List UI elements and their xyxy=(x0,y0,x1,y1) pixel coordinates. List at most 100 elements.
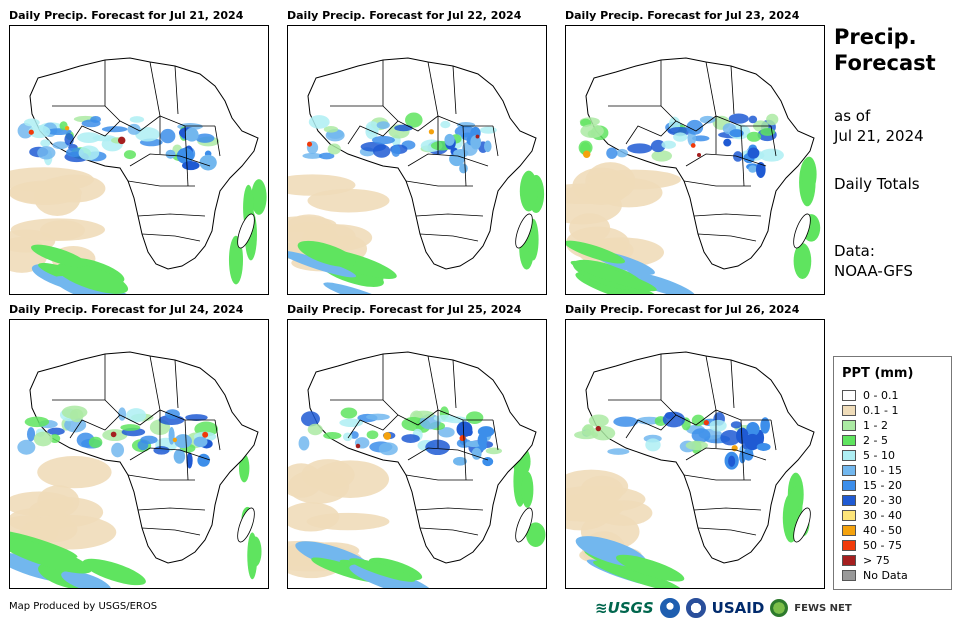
sahel-rain-cell xyxy=(340,407,358,419)
sahel-rain-cell xyxy=(691,428,711,443)
sahel-rain-cell xyxy=(64,133,74,146)
sahel-rain-cell xyxy=(140,435,158,445)
sahel-rain-cell xyxy=(412,410,435,419)
east-africa-rain-cell xyxy=(456,421,473,438)
country-border xyxy=(415,507,484,511)
legend-swatch xyxy=(842,420,856,431)
country-border xyxy=(685,153,767,167)
panel-title: Daily Precip. Forecast for Jul 21, 2024 xyxy=(9,9,244,22)
dry-trace-patch xyxy=(37,485,80,518)
indian-ocean-rain xyxy=(521,471,534,508)
country-border xyxy=(415,213,484,217)
usaid-logo: USAID xyxy=(711,599,765,617)
fews-net-logo: FEWS NET xyxy=(794,602,852,614)
country-border xyxy=(492,419,499,451)
sahel-rain-cell xyxy=(366,430,379,440)
legend-item: 0 - 0.1 xyxy=(842,388,908,403)
precip-map xyxy=(9,319,269,589)
east-africa-rain-cell xyxy=(744,433,761,451)
country-border xyxy=(149,61,161,117)
sahel-rain-cell xyxy=(101,126,128,133)
east-africa-rain-cell xyxy=(185,127,199,142)
sahel-rain-cell xyxy=(360,141,387,152)
sahel-rain-cell xyxy=(339,418,364,428)
africa-precip-svg xyxy=(288,57,545,294)
heavy-rain-core xyxy=(690,143,696,148)
southern-ocean-rain-band xyxy=(349,558,416,582)
data-source-value: NOAA-GFS xyxy=(834,262,913,280)
sahel-rain-cell xyxy=(378,442,398,456)
indian-ocean-rain xyxy=(249,536,262,567)
country-border xyxy=(174,359,179,409)
sahel-rain-cell xyxy=(691,414,705,427)
southern-ocean-rain-band xyxy=(323,282,393,294)
heavy-rain-core xyxy=(28,129,34,135)
east-africa-rain-cell xyxy=(748,165,758,173)
sahel-rain-cell xyxy=(466,411,484,424)
africa-precip-svg xyxy=(288,351,546,588)
southern-ocean-rain-band xyxy=(566,240,626,264)
sahel-rain-cell xyxy=(720,429,741,446)
africa-landmass xyxy=(307,57,537,270)
country-border xyxy=(693,507,762,511)
sahel-rain-cell xyxy=(302,152,323,159)
sahel-rain-cell xyxy=(662,411,686,428)
legend-swatch xyxy=(842,525,856,536)
sahel-rain-cell xyxy=(78,145,100,161)
heavy-rain-core xyxy=(110,431,117,438)
country-border xyxy=(427,61,439,117)
ppt-legend: PPT (mm) 0 - 0.1 0.1 - 1 1 - 2 2 - 5 5 - 10 1… xyxy=(833,356,952,590)
country-border xyxy=(214,419,221,451)
country-border xyxy=(740,419,745,481)
precip-map xyxy=(565,319,825,589)
legend-item: 1 - 2 xyxy=(842,418,908,433)
country-border xyxy=(730,359,735,409)
sahel-rain-cell xyxy=(23,118,40,127)
legend-item: 50 - 75 xyxy=(842,538,908,553)
country-border xyxy=(69,115,215,145)
dry-trace-patch xyxy=(10,218,106,242)
legend-swatch xyxy=(842,390,856,401)
southern-ocean-rain-band xyxy=(621,570,683,588)
legend-item: 30 - 40 xyxy=(842,508,908,523)
panel-title: Daily Precip. Forecast for Jul 25, 2024 xyxy=(287,303,522,316)
sahel-rain-cell xyxy=(92,134,116,142)
africa-precip-svg xyxy=(10,57,267,294)
sahel-rain-cell xyxy=(588,414,609,427)
east-africa-rain-cell xyxy=(176,147,194,164)
sahel-rain-cell xyxy=(17,439,36,455)
east-africa-rain-cell xyxy=(193,436,208,448)
east-africa-rain-cell xyxy=(756,443,771,451)
sahel-rain-cell xyxy=(391,144,401,157)
country-border xyxy=(770,125,777,157)
country-border xyxy=(685,447,767,461)
heavy-rain-core xyxy=(696,152,702,158)
country-border xyxy=(141,233,201,242)
heavy-rain-core xyxy=(582,150,591,158)
sahel-rain-cell xyxy=(318,152,335,160)
sahel-rain-cell xyxy=(47,427,65,436)
dry-trace-patch xyxy=(568,213,611,243)
country-border xyxy=(427,355,439,411)
sahel-rain-cell xyxy=(307,423,323,436)
legend-label: 15 - 20 xyxy=(863,479,902,492)
southern-ocean-rain-band xyxy=(297,240,356,268)
sahel-rain-cell xyxy=(485,447,503,455)
sahel-rain-cell xyxy=(686,119,704,135)
sahel-rain-cell xyxy=(606,147,618,159)
sahel-rain-cell xyxy=(129,116,145,123)
sahel-rain-cell xyxy=(28,125,51,139)
africa-precip-svg xyxy=(566,351,815,588)
dry-trace-patch xyxy=(307,188,390,213)
legend-label: 2 - 5 xyxy=(863,434,888,447)
sahel-rain-cell xyxy=(401,434,420,443)
sahel-rain-cell xyxy=(298,436,310,451)
sahel-rain-cell xyxy=(440,120,451,129)
sahel-rain-cell xyxy=(580,124,604,139)
heavy-rain-core xyxy=(383,432,392,440)
sahel-rain-cell xyxy=(692,135,710,142)
noaa-logo-icon xyxy=(659,598,680,618)
east-africa-rain-cell xyxy=(470,135,482,150)
sahel-rain-cell xyxy=(645,438,661,452)
totals-label: Daily Totals xyxy=(834,175,920,193)
